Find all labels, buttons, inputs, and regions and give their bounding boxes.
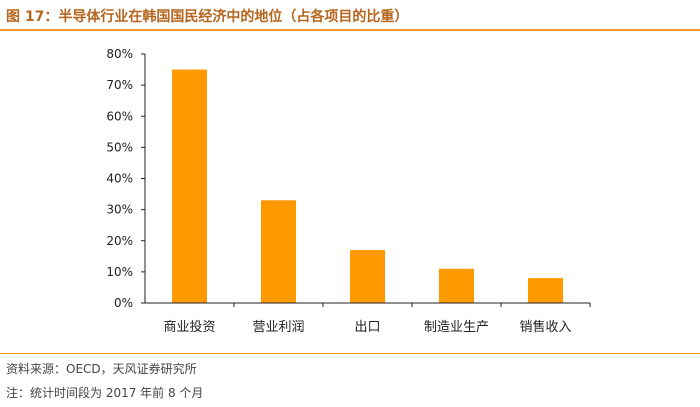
bar-2 — [350, 250, 385, 303]
category-label: 销售收入 — [519, 319, 571, 335]
y-tick-label: 10% — [106, 265, 133, 279]
figure-title: 图 17：半导体行业在韩国国民经济中的地位（占各项目的比重） — [6, 9, 409, 25]
title-divider — [0, 29, 700, 31]
figure-header: 图 17：半导体行业在韩国国民经济中的地位（占各项目的比重） — [0, 0, 700, 31]
y-tick-label: 50% — [106, 140, 133, 154]
x-axis-category-labels: 商业投资 营业利润 出口 制造业生产 销售收入 — [163, 303, 591, 335]
y-tick-label: 60% — [106, 109, 133, 123]
y-tick-label: 40% — [106, 172, 133, 186]
bar-4 — [528, 278, 563, 303]
period-note: 注：统计时间段为 2017 年前 8 个月 — [6, 386, 204, 400]
bar-1 — [261, 200, 296, 303]
bar-0 — [172, 69, 207, 303]
category-label: 营业利润 — [252, 320, 304, 335]
y-tick-label: 70% — [106, 78, 133, 92]
category-label: 出口 — [354, 320, 380, 335]
category-label: 制造业生产 — [424, 320, 489, 335]
y-tick-label: 80% — [106, 47, 133, 61]
y-axis-tick-labels: 0% 10% 20% 30% 40% 50% 60% 70% 80% — [106, 47, 145, 310]
bar-chart: 0% 10% 20% 30% 40% 50% 60% 70% 80% 商业投资 营业利润 出口 制造业… — [106, 47, 591, 335]
y-tick-label: 20% — [106, 234, 133, 248]
category-label: 商业投资 — [163, 319, 215, 335]
y-tick-label: 30% — [106, 203, 133, 217]
bar-3 — [439, 268, 474, 303]
source-note: 资料来源：OECD，天风证券研究所 — [6, 362, 197, 376]
footer-divider — [0, 353, 700, 354]
bar-series — [172, 69, 563, 303]
y-tick-label: 0% — [114, 296, 133, 310]
